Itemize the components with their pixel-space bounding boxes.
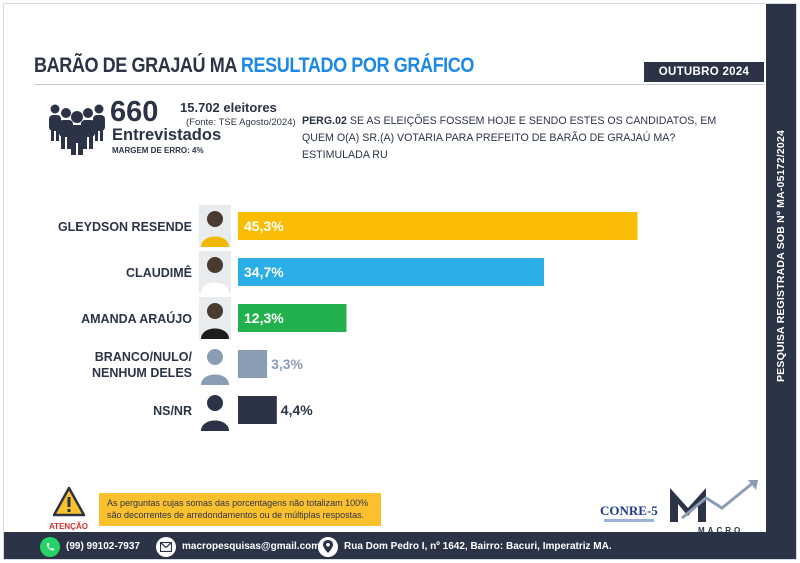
title-location: BARÃO DE GRAJAÚ MA <box>34 54 237 77</box>
whatsapp-icon <box>40 536 60 557</box>
title-subject: RESULTADO POR GRÁFICO <box>240 54 475 77</box>
results-bar-chart: GLEYDSON RESENDE 45,3% CLAUDIMÊ 34,7% AMANDA… <box>58 205 638 431</box>
email-text: macropesquisas@gmail.com <box>182 541 321 552</box>
warning-label: ATENÇÃO <box>49 522 88 531</box>
report-frame: PESQUISA REGISTRADA SOB Nº MA-05172/2024… <box>3 3 797 560</box>
footer-email[interactable]: macropesquisas@gmail.com <box>156 532 321 559</box>
footer-bar: (99) 99102-7937 macropesquisas@gmail.com… <box>4 532 796 559</box>
footer-address: Rua Dom Pedro I, nº 1642, Bairro: Bacuri… <box>318 532 612 559</box>
voters-source: (Fonte: TSE Agosto/2024) <box>186 117 296 128</box>
category-label: NS/NR <box>153 404 192 418</box>
voters-count: 15.702 eleitores <box>180 100 277 115</box>
question-text: SE AS ELEIÇÕES FOSSEM HOJE E SENDO ESTES… <box>302 115 717 161</box>
bar <box>238 396 277 424</box>
category-label: CLAUDIMÊ <box>126 265 192 280</box>
question-code: PERG.02 <box>302 115 347 127</box>
person-silhouette-icon <box>199 343 231 385</box>
phone-text: (99) 99102-7937 <box>66 541 140 552</box>
category-label: AMANDA ARAÚJO <box>81 311 192 326</box>
margin-of-error: MARGEM DE ERRO: 4% <box>112 146 204 155</box>
category-label: GLEYDSON RESENDE <box>58 220 192 234</box>
bar-value-label: 3,3% <box>271 356 303 372</box>
interviewed-count: 660 <box>110 96 159 128</box>
bar <box>238 212 638 240</box>
conre-logo: CONRE-5 <box>600 503 658 518</box>
category-label: NENHUM DELES <box>92 366 192 380</box>
title-divider <box>34 84 764 85</box>
candidate-photo-icon <box>199 297 231 339</box>
map-pin-icon <box>318 536 338 557</box>
interviewed-label: Entrevistados <box>112 126 222 144</box>
footer-phone[interactable]: (99) 99102-7937 <box>40 532 140 559</box>
person-silhouette-icon <box>199 389 231 431</box>
month-badge: OUTUBRO 2024 <box>644 62 764 82</box>
bar-value-label: 12,3% <box>244 310 284 326</box>
bar <box>238 258 545 286</box>
candidate-photo-icon <box>199 251 231 293</box>
candidate-photo-icon <box>199 205 231 247</box>
conre-logo-bar <box>604 519 654 522</box>
warning-icon <box>52 486 86 517</box>
page-title: BARÃO DE GRAJAÚ MA RESULTADO POR GRÁFICO <box>34 54 474 78</box>
rounding-notice: As perguntas cujas somas das porcentagen… <box>99 493 381 526</box>
category-label: BRANCO/NULO/ <box>95 350 193 364</box>
mail-icon <box>156 536 176 557</box>
macro-logo-text: MACRO <box>698 526 744 535</box>
macro-logo-icon <box>670 480 758 522</box>
bar <box>238 350 268 378</box>
bar-value-label: 34,7% <box>244 264 284 280</box>
side-band: PESQUISA REGISTRADA SOB Nº MA-05172/2024 <box>766 4 796 532</box>
bar <box>238 304 347 332</box>
people-group-icon <box>49 104 105 155</box>
bar-value-label: 4,4% <box>281 402 313 418</box>
address-text: Rua Dom Pedro I, nº 1642, Bairro: Bacuri… <box>344 541 612 552</box>
bar-value-label: 45,3% <box>244 218 284 234</box>
survey-question: PERG.02 SE AS ELEIÇÕES FOSSEM HOJE E SEN… <box>302 113 741 164</box>
